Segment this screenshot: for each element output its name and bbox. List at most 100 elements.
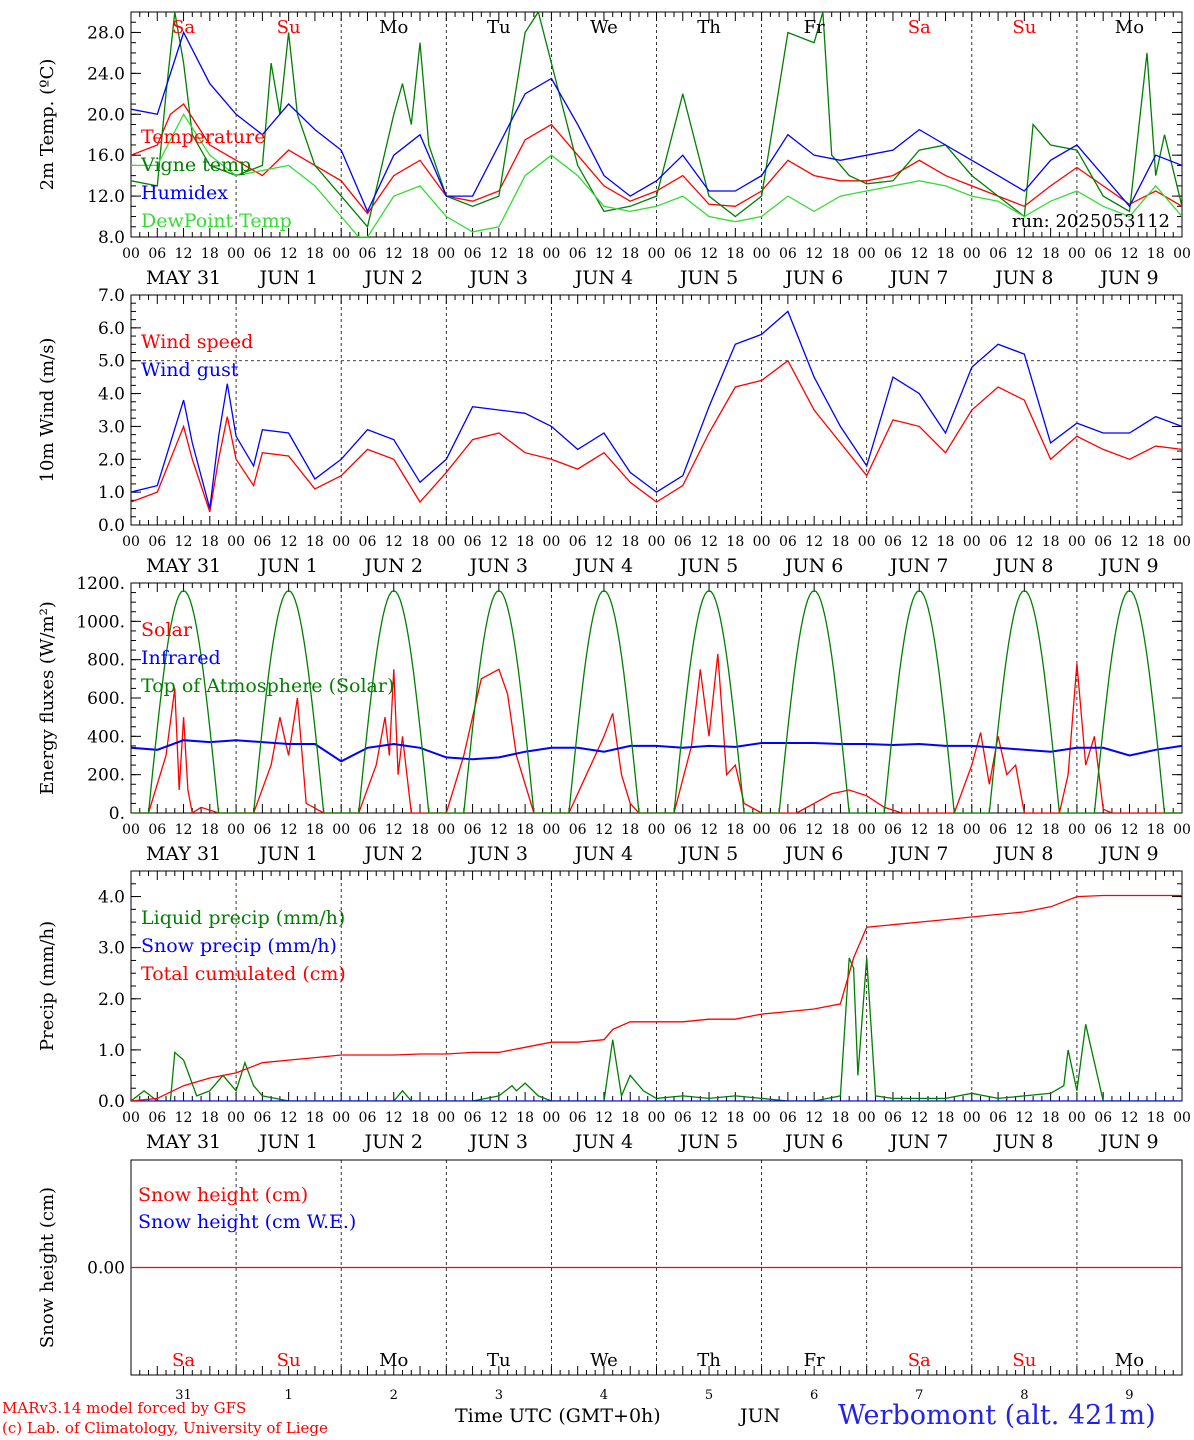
hour-label: 00	[1068, 822, 1086, 838]
day-number: 5	[705, 1388, 713, 1403]
hour-label: 12	[700, 822, 718, 838]
panel-2: 0.0 1.0 2.0 3.0 4.0 5.0 6.0 7.0 10m Wind (m/s) Wi…	[37, 286, 1191, 577]
series-line	[131, 653, 1182, 813]
legend-entry: Snow precip (mm/h)	[141, 935, 337, 957]
hour-label: 00	[648, 1110, 666, 1126]
hour-label: 12	[490, 534, 508, 550]
day-name-bottom: Mo	[1115, 1350, 1144, 1371]
hour-label: 00	[542, 1110, 560, 1126]
date-label: JUN 5	[678, 1131, 738, 1153]
series-line	[131, 589, 1182, 813]
hour-label: 18	[937, 246, 955, 262]
hour-label: 06	[989, 246, 1007, 262]
day-name: Mo	[379, 17, 408, 38]
hour-label: 18	[201, 246, 219, 262]
day-number: 2	[390, 1388, 398, 1403]
hour-label: 06	[884, 246, 902, 262]
date-label: JUN 5	[678, 555, 738, 577]
date-label: JUN 4	[573, 1131, 633, 1153]
hour-label: 06	[989, 534, 1007, 550]
legend-entry: Vigne temp	[140, 154, 251, 176]
hour-label: 18	[306, 1110, 324, 1126]
y-tick-label: 2.0	[98, 990, 125, 1010]
hour-label: 18	[726, 534, 744, 550]
hour-label: 00	[753, 822, 771, 838]
day-name: We	[590, 17, 618, 38]
y-tick-label: 2.0	[98, 450, 125, 470]
series-line	[131, 894, 1182, 1101]
legend-entry: Infrared	[141, 647, 221, 669]
hour-label: 00	[753, 534, 771, 550]
hour-label: 06	[253, 1110, 271, 1126]
hour-label: 18	[201, 1110, 219, 1126]
hour-label: 18	[411, 822, 429, 838]
hour-label: 18	[937, 1110, 955, 1126]
hour-label: 06	[989, 1110, 1007, 1126]
date-label: JUN 8	[993, 555, 1053, 577]
hour-label: 18	[201, 534, 219, 550]
hour-label: 06	[1094, 822, 1112, 838]
y-tick-label: 600.	[87, 689, 125, 709]
hour-label: 18	[1147, 1110, 1165, 1126]
panel-4: 0.0 1.0 2.0 3.0 4.0 Precip (mm/h) Liquid preci…	[37, 870, 1191, 1153]
hour-label: 00	[122, 1110, 140, 1126]
legend-entry: DewPoint Temp	[141, 210, 292, 232]
panel-frame	[130, 11, 1183, 238]
hour-label: 00	[122, 246, 140, 262]
legend-entry: Snow height (cm)	[138, 1184, 308, 1206]
date-label: JUN 4	[573, 555, 633, 577]
hour-label: 00	[648, 246, 666, 262]
hour-label: 00	[1173, 822, 1191, 838]
day-number: 8	[1020, 1388, 1028, 1403]
hour-label: 12	[1015, 822, 1033, 838]
hour-label: 00	[437, 246, 455, 262]
hour-label: 18	[1147, 534, 1165, 550]
hour-label: 06	[779, 246, 797, 262]
y-tick-label: 7.0	[98, 286, 125, 306]
y-tick-label: 1.0	[98, 483, 125, 503]
hour-label: 06	[359, 534, 377, 550]
hour-label: 06	[464, 1110, 482, 1126]
hour-label: 00	[1068, 534, 1086, 550]
hour-label: 06	[674, 246, 692, 262]
legend-entry: Humidex	[141, 182, 228, 204]
hour-label: 12	[385, 246, 403, 262]
hour-label: 12	[595, 534, 613, 550]
y-tick-label: 1000.	[76, 612, 125, 632]
hour-label: 12	[490, 1110, 508, 1126]
day-name-bottom: Th	[697, 1350, 721, 1371]
hour-label: 18	[832, 822, 850, 838]
legend-entry: Temperature	[141, 126, 265, 148]
hour-label: 18	[411, 534, 429, 550]
hour-label: 12	[175, 246, 193, 262]
date-label: JUN 3	[468, 843, 528, 865]
panel-1: 8.0 12.0 16.0 20.0 24.0 28.0 2m Temp. (ºC) Temp…	[37, 11, 1191, 289]
series-line	[131, 112, 1182, 237]
hour-label: 00	[1173, 246, 1191, 262]
hour-label: 00	[963, 246, 981, 262]
day-name-bottom: We	[590, 1350, 618, 1371]
date-label: JUN 6	[783, 555, 843, 577]
hour-label: 18	[411, 1110, 429, 1126]
y-tick-label: 12.0	[87, 187, 125, 207]
hour-label: 00	[542, 822, 560, 838]
hour-label: 06	[148, 1110, 166, 1126]
legend-entry: Wind speed	[141, 331, 253, 353]
hour-label: 06	[253, 246, 271, 262]
hour-label: 06	[884, 822, 902, 838]
hour-label: 06	[779, 1110, 797, 1126]
hour-label: 18	[937, 822, 955, 838]
hour-label: 12	[910, 534, 928, 550]
y-axis-title: Energy fluxes (W/m²)	[37, 601, 58, 795]
hour-label: 18	[516, 822, 534, 838]
hour-label: 06	[569, 534, 587, 550]
hour-label: 06	[253, 534, 271, 550]
y-tick-label: 4.0	[98, 385, 125, 405]
date-label: JUN 9	[1098, 555, 1158, 577]
hour-label: 18	[516, 1110, 534, 1126]
hour-label: 18	[832, 246, 850, 262]
hour-label: 00	[437, 534, 455, 550]
hour-label: 12	[805, 534, 823, 550]
y-tick-label: 28.0	[87, 23, 125, 43]
hour-label: 18	[306, 822, 324, 838]
